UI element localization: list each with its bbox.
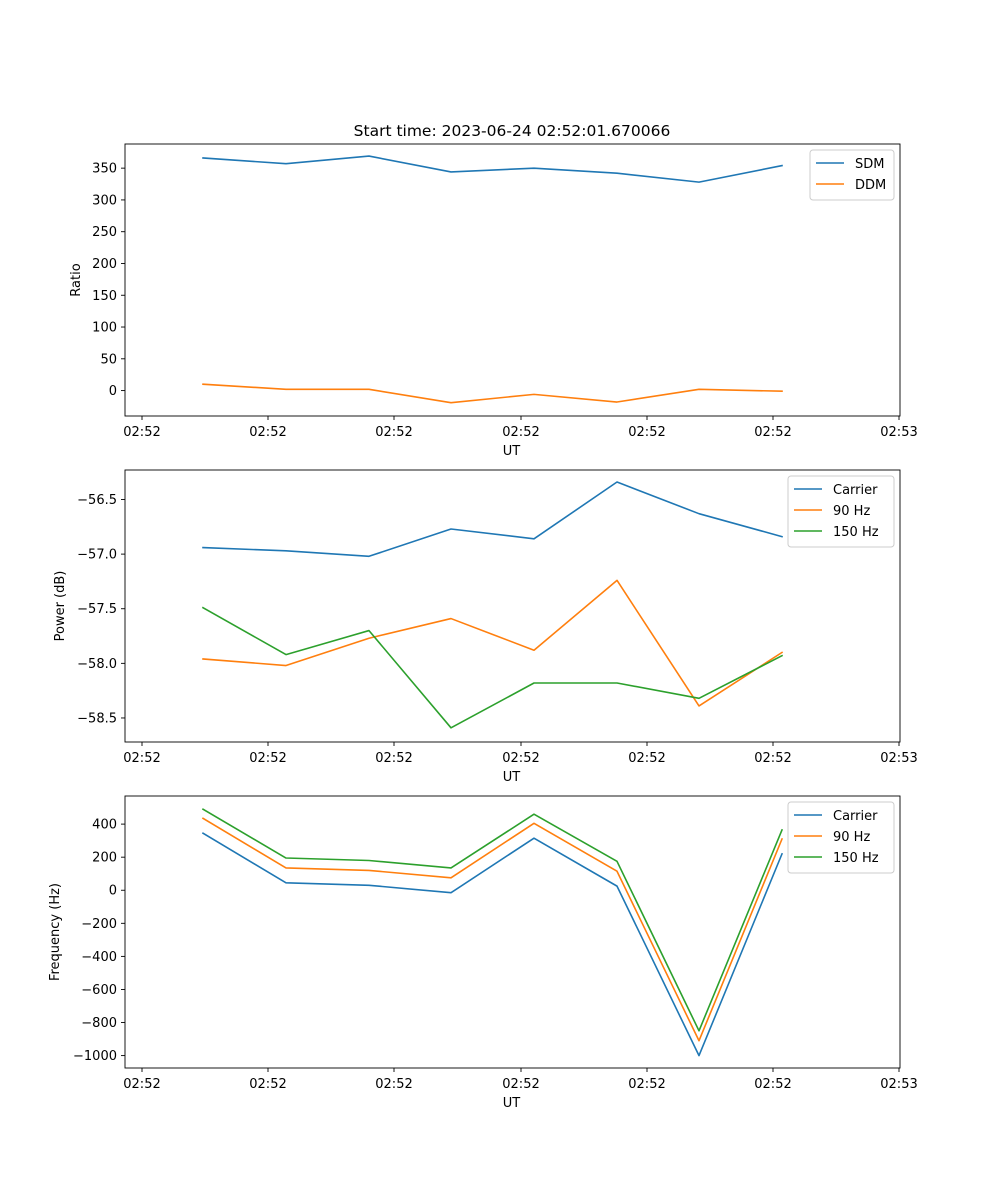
x-tick-label: 02:52 [502,425,539,440]
x-axis-label: UT [503,444,521,459]
legend-label: 90 Hz [833,830,870,845]
legend-label: 90 Hz [833,504,870,519]
y-tick-label: 400 [92,818,117,833]
frequency-panel: 02:52 02:52 02:52 02:52 02:52 02:52 02:53 −1000… [48,795,918,1111]
y-tick-label: −1000 [73,1049,117,1064]
chart-title: Start time: 2023-06-24 02:52:01.670066 [354,122,671,140]
x-tick-label: 02:52 [628,425,665,440]
series-line-carrier [202,481,783,558]
x-tick-label: 02:52 [249,425,286,440]
series-line-150-hz [201,606,784,729]
y-tick-label: 0 [109,384,117,399]
legend-label: Carrier [833,809,878,824]
y-tick-label: 200 [92,851,117,866]
legend-box [787,801,895,874]
legend: Carrier 90 Hz 150 Hz [787,801,895,874]
y-tick-label: 200 [92,257,117,272]
y-tick-label: 150 [92,289,117,304]
x-tick-label: 02:52 [502,1077,539,1092]
x-tick-label: 02:52 [123,1077,160,1092]
axes-frame [124,469,901,743]
x-tick-label: 02:52 [123,425,160,440]
axes-frame [124,795,901,1069]
x-tick-label: 02:53 [880,751,917,766]
y-tick-label: 300 [92,193,117,208]
x-tick-label: 02:52 [754,751,791,766]
series-line-sdm [202,155,783,183]
series-line-carrier [201,832,784,1057]
legend-label: SDM [855,157,884,172]
x-tick-label: 02:52 [123,751,160,766]
x-tick-label: 02:53 [880,425,917,440]
x-tick-label: 02:52 [502,751,539,766]
y-tick-label: 50 [100,352,117,367]
y-tick-label: −57.5 [77,602,117,617]
x-tick-label: 02:52 [375,425,412,440]
y-tick-label: −56.5 [77,493,117,508]
legend-label: 150 Hz [833,525,879,540]
series-line-90-hz [201,817,784,1042]
ratio-panel: 02:52 02:52 02:52 02:52 02:52 02:52 02:53 0 50 10… [69,143,918,459]
legend-label: DDM [855,178,886,193]
x-tick-label: 02:52 [754,425,791,440]
y-tick-label: −57.0 [77,548,117,563]
y-tick-label: 0 [109,884,117,899]
x-tick-label: 02:52 [249,1077,286,1092]
axes-frame [124,143,901,417]
y-tick-label: −58.5 [77,711,117,726]
y-tick-label: −200 [81,917,117,932]
y-tick-label: −600 [81,983,117,998]
y-tick-label: −58.0 [77,657,117,672]
y-tick-label: 250 [92,225,117,240]
series-line-150-hz [201,808,784,1032]
y-axis-label: Ratio [69,263,84,296]
x-tick-label: 02:52 [628,751,665,766]
y-tick-label: 100 [92,321,117,336]
x-tick-label: 02:52 [628,1077,665,1092]
series-line-90-hz [202,579,784,707]
power-panel: 02:52 02:52 02:52 02:52 02:52 02:52 02:53 −58.5… [53,469,918,785]
x-axis-label: UT [503,1096,521,1111]
y-axis-label: Power (dB) [53,571,68,642]
x-axis-label: UT [503,770,521,785]
x-tick-label: 02:52 [375,751,412,766]
y-tick-label: 350 [92,162,117,177]
x-tick-label: 02:53 [880,1077,917,1092]
x-tick-label: 02:52 [249,751,286,766]
legend: Carrier 90 Hz 150 Hz [787,475,895,548]
legend-box [787,475,895,548]
series-line-ddm [202,383,783,404]
legend: SDM DDM [809,149,895,201]
x-tick-label: 02:52 [754,1077,791,1092]
y-tick-label: −400 [81,950,117,965]
y-tick-label: −800 [81,1016,117,1031]
legend-label: 150 Hz [833,851,879,866]
y-axis-label: Frequency (Hz) [48,883,63,981]
x-tick-label: 02:52 [375,1077,412,1092]
legend-label: Carrier [833,483,878,498]
